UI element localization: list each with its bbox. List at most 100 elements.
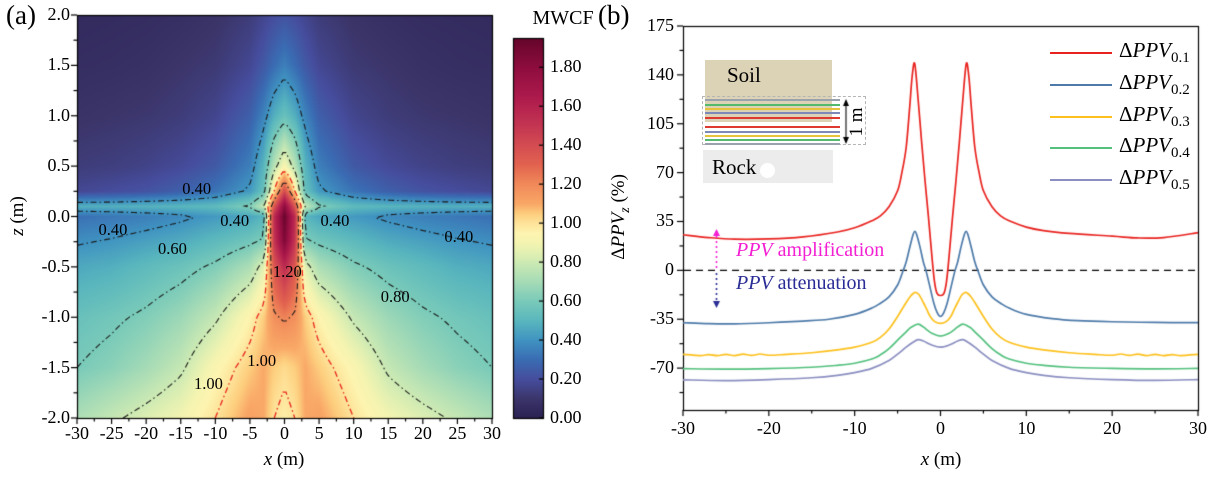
colorbar-tick-label: 1.20 — [550, 173, 582, 194]
contour-label: 1.00 — [247, 350, 277, 370]
panel-a-x-tick-label: 15 — [379, 423, 398, 443]
annotation-ppv-amplification: PPV amplification — [736, 239, 885, 261]
inset-soil-label: Soil — [727, 63, 761, 87]
inset-layer-line — [705, 135, 840, 138]
inset-layer-line — [705, 142, 840, 145]
inset-layer-line — [705, 104, 840, 107]
panel-a-x-tick-label: -5 — [242, 423, 258, 443]
panel-b-y-tick-label: 0 — [665, 259, 674, 280]
contour-label: 1.20 — [272, 261, 302, 281]
contour-label: 1.00 — [193, 373, 223, 393]
inset-layer-line — [705, 98, 840, 101]
colorbar-tick-label: 0.20 — [550, 368, 582, 389]
legend-label-dppv-0-3: ΔPPV0.3 — [1119, 102, 1190, 131]
contour-label: 0.40 — [220, 210, 250, 230]
panel-a-x-axis-title: x (m) — [234, 449, 334, 471]
panel-b-y-tick-label: 140 — [647, 63, 674, 84]
inset-layer-line — [705, 131, 840, 134]
panel-b-x-tick-label: -10 — [842, 418, 867, 438]
inset-layer-line — [705, 112, 840, 115]
panel-a-z-tick-label: -1.5 — [41, 356, 71, 377]
colorbar-tick-label: 0.00 — [550, 407, 582, 427]
panel-b-x-tick-label: 10 — [1017, 418, 1036, 438]
panel-b-x-tick-label: -30 — [671, 418, 695, 438]
panel-b-x-tick-label: 0 — [936, 418, 945, 438]
panel-b-y-tick-label: -35 — [650, 308, 674, 329]
panel-a-z-tick-label: -0.5 — [41, 255, 71, 276]
annotation-ppv-attenuation: PPV attenuation — [736, 272, 867, 294]
panel-a-x-tick-label: 25 — [448, 423, 467, 443]
contour-label: 0.60 — [158, 238, 187, 258]
legend-line-dppv-0-1 — [1050, 51, 1112, 55]
panel-b-y-delta: Δ — [608, 247, 630, 260]
contour-label: 0.40 — [320, 210, 350, 230]
inset-soil-box — [705, 60, 832, 122]
colorbar-tick-label: 0.60 — [550, 290, 582, 311]
colorbar-tick-label: 0.80 — [550, 251, 582, 272]
inset-dimension-label: 1 m — [846, 107, 867, 137]
panel-b-y-tick-label: -70 — [650, 357, 674, 378]
panel-b-x-tick-label: 30 — [1189, 418, 1207, 438]
legend-label-dppv-0-2: ΔPPV0.2 — [1119, 70, 1190, 99]
panel-a-z-tick-label: -1.0 — [41, 306, 71, 327]
panel-b-y-tick-label: 175 — [647, 15, 674, 35]
colorbar-title: MWCF — [532, 7, 594, 29]
panel-b-x-unit: (m) — [929, 449, 962, 470]
legend-entry-dppv-0-5: ΔPPV0.5 — [1050, 165, 1190, 195]
legend-line-dppv-0-3 — [1050, 115, 1112, 119]
panel-b-letter: (b) — [598, 0, 630, 30]
colorbar-tick-label: 1.80 — [550, 56, 582, 77]
panel-a-z-tick-label: 1.0 — [47, 104, 71, 125]
panel-a-z-tick-label: 2.0 — [47, 4, 71, 24]
panel-a-x-tick-label: 20 — [413, 423, 432, 443]
inset-blast-hole-icon — [760, 163, 775, 178]
panel-a-x-tick-label: 10 — [344, 423, 363, 443]
legend-entry-dppv-0-3: ΔPPV0.3 — [1050, 102, 1190, 132]
colorbar-tick-label: 0.40 — [550, 329, 582, 350]
panel-a-z-tick-label: -2.0 — [41, 407, 71, 427]
panel-b-x-tick-label: 20 — [1103, 418, 1122, 438]
legend-line-dppv-0-2 — [1050, 83, 1112, 87]
colorbar-tick-label: 1.40 — [550, 134, 582, 155]
panel-b-x-var: x — [920, 449, 930, 470]
legend-label-dppv-0-4: ΔPPV0.4 — [1119, 133, 1190, 162]
colorbar-tick-label: 1.60 — [550, 95, 582, 116]
panel-a-x-tick-label: -10 — [203, 423, 228, 443]
panel-a-x-tick-label: 0 — [280, 423, 289, 443]
panel-a-z-tick-label: 1.5 — [47, 54, 71, 75]
contour-label: 0.40 — [182, 179, 212, 199]
panel-a-x-var: x — [263, 449, 273, 470]
panel-a-z-tick-label: 0.0 — [47, 205, 71, 226]
panel-b-x-axis-title: x (m) — [891, 449, 991, 471]
panel-a-x-tick-label: -20 — [134, 423, 159, 443]
inset-layer-line — [705, 138, 840, 141]
legend-entry-dppv-0-1: ΔPPV0.1 — [1050, 38, 1190, 68]
panel-a-x-tick-label: 5 — [314, 423, 324, 443]
colorbar-tick-label: 1.00 — [550, 212, 582, 233]
panel-b-x-tick-label: -20 — [756, 418, 781, 438]
legend-label-dppv-0-1: ΔPPV0.1 — [1119, 38, 1190, 67]
inset-layer-line — [705, 125, 840, 128]
panel-a-letter: (a) — [6, 0, 36, 30]
legend-line-dppv-0-5 — [1050, 178, 1112, 182]
panel-a-x-unit: (m) — [272, 449, 305, 470]
legend-entry-dppv-0-2: ΔPPV0.2 — [1050, 70, 1190, 100]
panel-a-z-tick-label: 0.5 — [47, 155, 71, 176]
inset-layer-line — [705, 108, 840, 111]
panel-a-x-tick-label: -30 — [65, 423, 89, 443]
panel-b-y-tick-label: 35 — [656, 210, 674, 231]
panel-a-x-tick-label: 30 — [483, 423, 501, 443]
legend-label-dppv-0-5: ΔPPV0.5 — [1119, 165, 1190, 194]
legend-entry-dppv-0-4: ΔPPV0.4 — [1050, 133, 1190, 163]
panel-a-x-tick-label: -25 — [99, 423, 124, 443]
panel-b-y-tick-label: 105 — [647, 112, 674, 133]
legend-line-dppv-0-4 — [1050, 146, 1112, 150]
panel-b-y-tick-label: 70 — [656, 161, 674, 182]
inset-rock-label: Rock — [712, 155, 757, 179]
panel-a-z-var: z — [7, 228, 28, 236]
contour-label: 0.80 — [380, 287, 410, 307]
panel-a-x-tick-label: -15 — [168, 423, 193, 443]
contour-label: 0.40 — [98, 219, 128, 239]
